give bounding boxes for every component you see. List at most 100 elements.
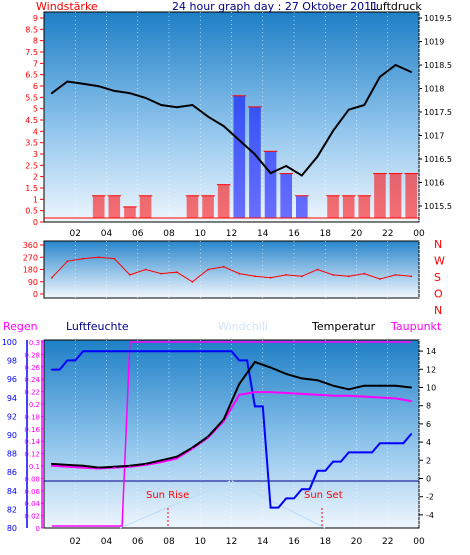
x-tick-label: 12 xyxy=(226,537,237,547)
pressure-point xyxy=(285,165,288,167)
x-tick-label: 10 xyxy=(195,229,207,239)
humidity-label: Luftfeuchte xyxy=(66,320,129,333)
wind-tick-label: 6 xyxy=(33,82,38,91)
pressure-point xyxy=(113,90,116,92)
dewpoint-point xyxy=(82,466,84,469)
humidity-point xyxy=(254,405,256,408)
humidity-point xyxy=(207,350,210,353)
wind-bar xyxy=(124,206,136,218)
temp-tick-label: 6 xyxy=(426,420,431,429)
x-tick-label: 00 xyxy=(413,537,425,547)
wind-tick-label: 0 xyxy=(33,218,38,227)
humidity-point xyxy=(160,350,163,353)
wind-tick-label: 3.5 xyxy=(25,139,38,148)
dewpoint-point xyxy=(113,466,116,469)
pressure-tick-label: 1019.5 xyxy=(424,14,452,23)
dewpoint-point xyxy=(97,467,100,470)
dewpoint-point xyxy=(347,394,350,397)
wind-bar xyxy=(342,195,355,218)
dewpoint-point xyxy=(66,465,69,468)
compass-letter: S xyxy=(434,271,441,284)
dewpoint-point xyxy=(332,394,334,397)
direction-point xyxy=(254,275,256,278)
temperature-point xyxy=(316,379,319,382)
wind-bar xyxy=(264,151,277,218)
rain-tick-label: 0.3 xyxy=(29,339,40,347)
humidity-point xyxy=(300,488,303,491)
wind-bar xyxy=(280,173,292,218)
pressure-tick-label: 1018.5 xyxy=(424,61,452,70)
wind-tick-label: 2.5 xyxy=(25,161,38,170)
dewpoint-point xyxy=(254,391,256,393)
pressure-point xyxy=(144,97,147,99)
wind-tick-label: 0.5 xyxy=(25,207,38,216)
dewpoint-point xyxy=(160,461,163,463)
humidity-tick-label: 84 xyxy=(7,487,17,496)
x-tick-label: 10 xyxy=(195,537,207,547)
humidity-point xyxy=(50,368,53,371)
direction-point xyxy=(379,278,381,280)
dewpoint-point xyxy=(269,391,272,393)
direction-point xyxy=(97,256,100,259)
pressure-point xyxy=(191,104,194,106)
dewpoint-point xyxy=(316,393,319,396)
panel3-grid xyxy=(74,340,420,528)
dewpoint-point xyxy=(144,464,147,466)
direction-point xyxy=(332,274,334,276)
wind-tick-label: 4.5 xyxy=(25,116,38,125)
rain-tick-label: 0.16 xyxy=(24,426,40,434)
wind-direction-line xyxy=(51,256,412,283)
pressure-tick-label: 1015.5 xyxy=(424,202,452,211)
humidity-point xyxy=(394,442,397,445)
wind-bar xyxy=(108,195,121,218)
pressure-point xyxy=(160,104,163,106)
temperature-point xyxy=(269,366,272,369)
direction-point xyxy=(238,272,241,275)
wind-tick-label: 8 xyxy=(33,37,38,46)
x-tick-label: 16 xyxy=(288,229,300,239)
dewpoint-point xyxy=(300,393,303,395)
wind-bar xyxy=(249,106,261,218)
humidity-point xyxy=(66,359,69,362)
wind-tick-label: 7.5 xyxy=(25,48,38,57)
rain-tick-label: 0.28 xyxy=(24,351,40,359)
dewpoint-point xyxy=(191,447,194,450)
pressure-point xyxy=(363,104,366,106)
dewpoint-point xyxy=(238,393,241,396)
wind-strength-label: Windstärke xyxy=(36,0,98,13)
humidity-tick-label: 90 xyxy=(7,431,17,440)
direction-point xyxy=(394,274,397,276)
humidity-point xyxy=(144,350,147,353)
temp-tick-label: 0 xyxy=(426,475,431,484)
pressure-point xyxy=(129,92,131,95)
rain-tick-label: 0.22 xyxy=(24,389,40,397)
direction-point xyxy=(207,268,210,271)
panel1-grid xyxy=(74,12,420,222)
direction-point xyxy=(129,274,131,276)
direction-point xyxy=(316,268,319,271)
pressure-tick-label: 1017.5 xyxy=(424,108,452,117)
wind-tick-label: 5 xyxy=(33,105,38,114)
panel1-left-ticks: 9 8.5 8 7.5 7 6.5 6 5.5 5 4.5 4 3.5 3 2.5 2 1.5 1 0.5 0 xyxy=(25,14,44,227)
temperature-point xyxy=(363,384,366,387)
direction-point xyxy=(113,257,116,260)
pressure-line xyxy=(51,63,412,177)
rain-ticks: 0.3 0.28 0.26 0.24 0.22 0.2 0.18 0.16 0.14 0.12 0.… xyxy=(24,339,44,533)
temperature-point xyxy=(50,463,53,465)
direction-point xyxy=(50,276,53,279)
wind-bar xyxy=(389,173,402,218)
humidity-point xyxy=(379,442,381,445)
pressure-point xyxy=(50,92,53,95)
x-tick-label: 18 xyxy=(320,537,332,547)
direction-point xyxy=(363,272,366,275)
direction-tick-label: 360 xyxy=(23,241,38,250)
dewpoint-point xyxy=(285,392,288,394)
humidity-point xyxy=(97,350,100,353)
temp-tick-label: -4 xyxy=(426,511,434,520)
rain-tick-label: 0.18 xyxy=(24,413,40,421)
wind-bar xyxy=(139,195,152,218)
temperature-point xyxy=(379,384,381,387)
direction-tick-label: 270 xyxy=(23,253,38,262)
